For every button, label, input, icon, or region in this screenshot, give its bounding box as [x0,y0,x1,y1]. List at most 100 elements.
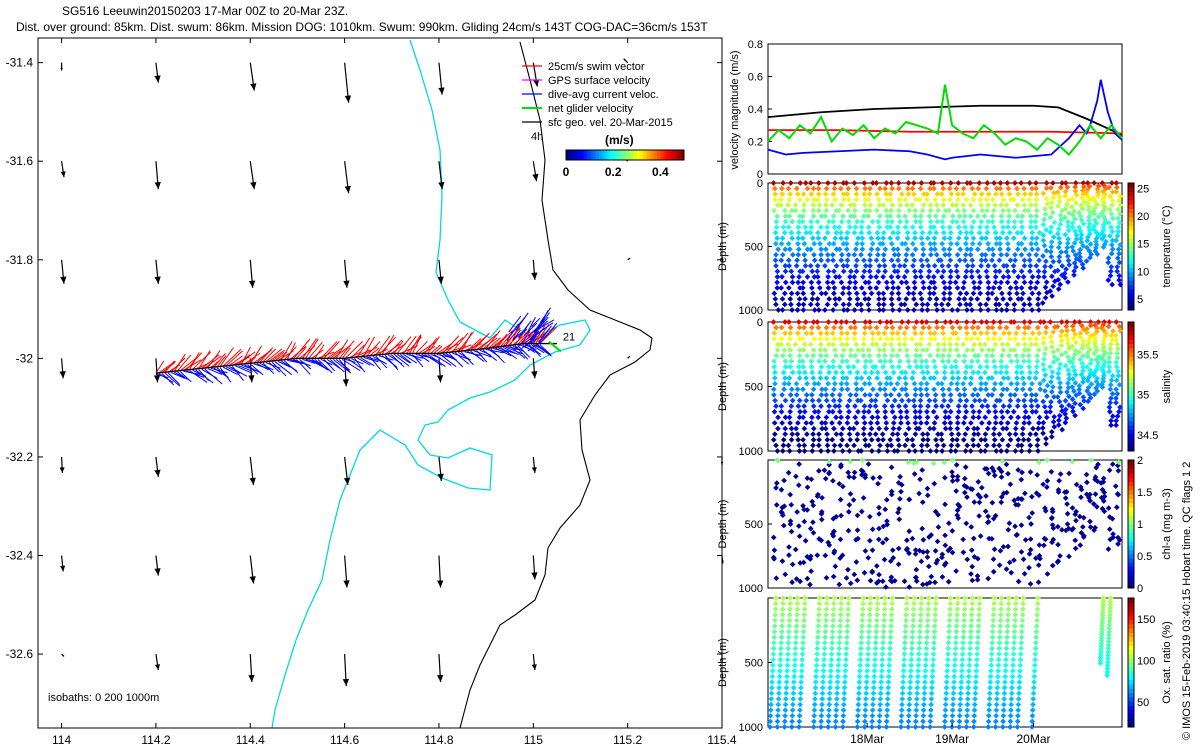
data-point [927,352,933,359]
data-point [1044,382,1051,389]
data-point [950,690,957,697]
data-point [837,185,844,192]
data-point [782,707,789,714]
section-colorbar-cell [1128,688,1134,694]
data-point [910,623,916,629]
data-point [901,645,908,652]
data-point [834,679,841,685]
data-point [1041,268,1048,275]
data-point [895,274,901,280]
data-point [889,185,895,192]
data-point [984,274,991,280]
data-point [919,581,926,588]
data-point [904,436,911,443]
data-point [989,645,995,652]
swim-vector [445,337,464,354]
data-point [1117,404,1123,411]
data-point [815,623,822,629]
data-point [901,656,907,663]
data-point [917,268,924,275]
data-point [919,724,926,730]
dac-vector [390,354,405,368]
dac-vector [461,351,474,366]
data-point [877,319,883,325]
data-point [960,645,966,652]
data-point [948,240,954,247]
data-point [774,347,781,353]
data-point [1084,234,1091,241]
data-point [967,202,974,208]
data-point [1007,257,1014,264]
data-point [837,628,843,635]
data-point [884,335,890,342]
data-point [874,229,881,236]
data-point [866,617,873,624]
data-point [882,369,889,376]
map-colorbar-cell [598,150,602,160]
data-point [787,324,794,331]
data-point [1063,266,1069,272]
data-point [1011,497,1018,504]
data-point [914,684,921,691]
data-point [998,420,1004,426]
data-point [876,724,882,730]
data-point [1116,381,1123,388]
data-point [918,442,925,449]
data-point [997,623,1004,629]
data-point [1036,257,1042,264]
data-point [932,196,938,203]
data-point [941,290,947,297]
data-point [1027,319,1033,325]
data-point [1065,257,1072,264]
data-point [817,224,824,231]
data-point [1113,337,1119,343]
data-point [795,191,801,197]
data-point [1040,319,1047,325]
data-point [830,213,837,219]
data-point [839,448,846,454]
data-point [999,436,1006,443]
data-point [1016,679,1023,685]
data-point [862,707,869,714]
data-point [818,213,825,219]
section-xtick-label: 20Mar [1016,732,1050,746]
data-point [1058,337,1065,344]
data-point [877,701,884,708]
data-point [1035,562,1042,569]
data-point [989,375,995,381]
data-point [963,520,970,527]
data-point [912,420,919,426]
data-point [955,224,962,231]
data-point [993,701,1000,708]
data-point [898,420,904,426]
data-point [927,425,933,432]
data-point [853,559,860,565]
data-point [901,662,907,669]
section-colorbar-cell [1128,623,1134,629]
data-point [888,464,895,471]
data-point [964,330,970,337]
data-point [789,718,795,725]
dac-vector [213,367,228,378]
data-point [864,673,870,680]
data-point [872,403,879,409]
data-point [875,279,882,286]
data-point [1065,354,1072,360]
data-point [915,668,921,674]
data-point [990,606,997,613]
data-point [919,262,926,269]
data-point [1040,335,1047,341]
data-point [844,617,851,624]
data-point [954,442,961,449]
data-point [867,257,873,264]
data-point [1091,350,1098,357]
data-point [905,358,912,365]
data-point [927,218,934,225]
data-point [1022,408,1029,415]
data-point [921,684,928,691]
map-xtick-label: 115.2 [613,733,642,747]
data-point [1019,224,1026,231]
data-point [792,656,798,663]
section-colorbar-cell [1128,468,1134,474]
data-point [786,414,793,421]
